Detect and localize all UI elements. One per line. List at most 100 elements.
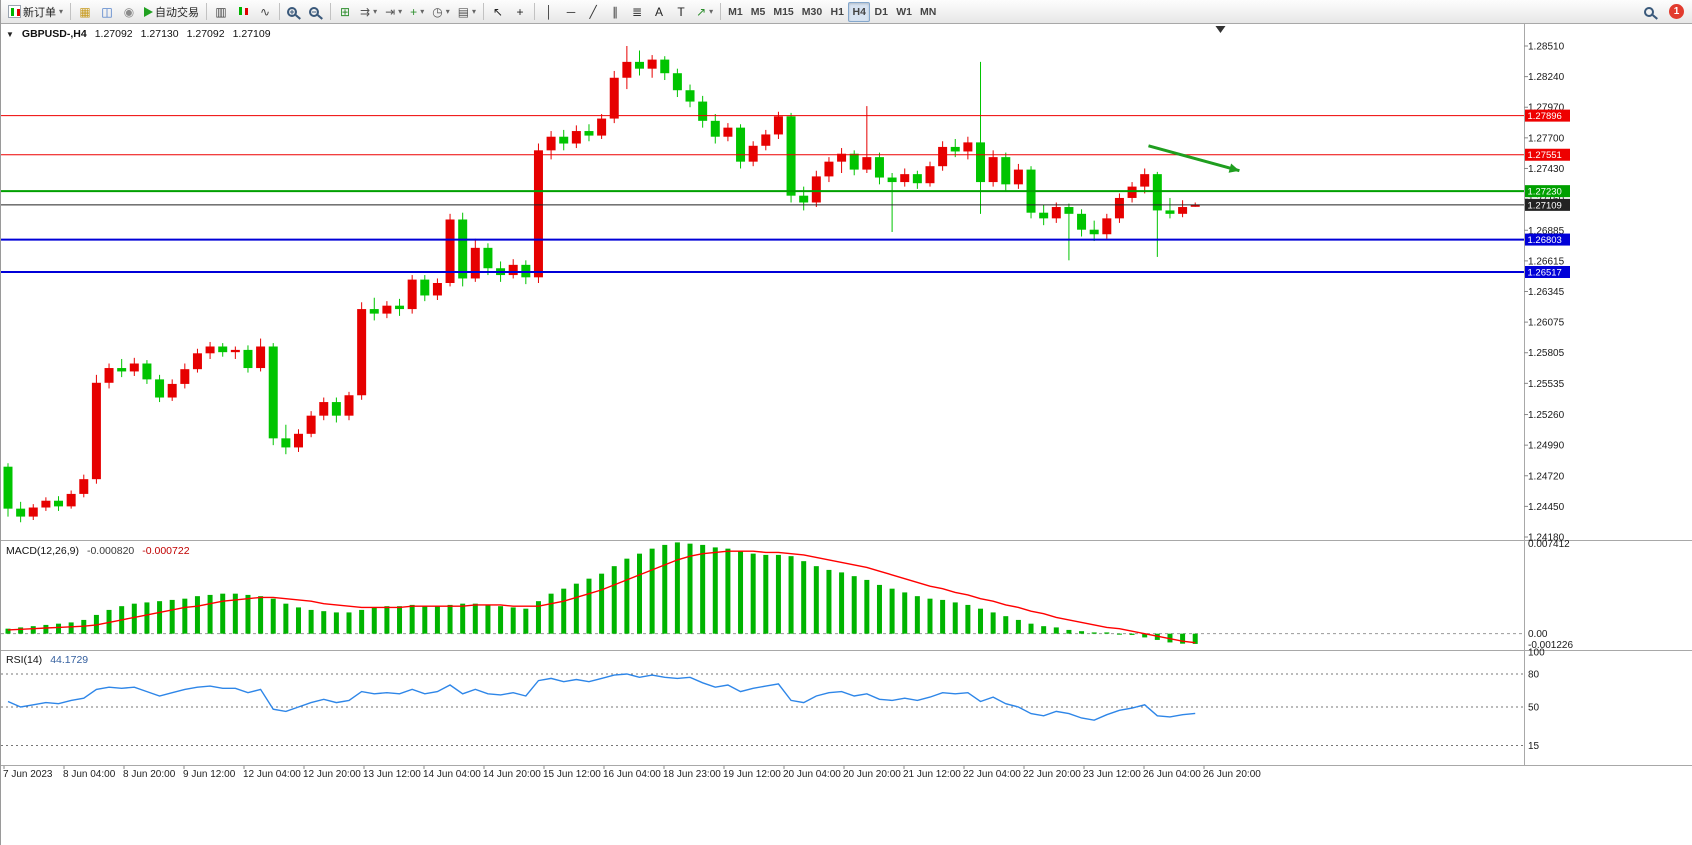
crosshair-button[interactable]: + (509, 2, 531, 22)
svg-text:1.24990: 1.24990 (1528, 441, 1565, 452)
fibonacci-icon: ≣ (632, 4, 643, 19)
dropdown-arrow-icon[interactable]: ▾ (445, 7, 450, 16)
cursor-icon: ↖ (493, 4, 504, 19)
timeframe-h4-button[interactable]: H4 (848, 1, 871, 22)
svg-text:1.27109: 1.27109 (1528, 200, 1562, 211)
timeframe-m15-button[interactable]: M15 (773, 5, 794, 18)
indicators-button[interactable]: + ▾ (406, 2, 428, 22)
chart-shift-marker[interactable] (1215, 26, 1226, 33)
time-label: 23 Jun 12:00 (1083, 769, 1141, 780)
svg-text:1.27700: 1.27700 (1528, 133, 1565, 144)
timeframe-w1-button[interactable]: W1 (896, 5, 912, 18)
dropdown-arrow-icon[interactable]: ▾ (398, 7, 403, 16)
svg-text:1.26075: 1.26075 (1528, 318, 1565, 329)
timeframe-mn-button[interactable]: MN (919, 5, 937, 18)
market-watch-button[interactable]: ◫ (96, 2, 118, 22)
svg-text:1.27896: 1.27896 (1528, 111, 1562, 122)
svg-text:1.28510: 1.28510 (1528, 42, 1565, 53)
dropdown-arrow-icon[interactable]: ▾ (472, 7, 477, 16)
time-label: 8 Jun 20:00 (123, 769, 176, 780)
dropdown-arrow-icon[interactable]: ▾ (709, 7, 714, 16)
macd-label: MACD(12,26,9) -0.000820 -0.000722 (6, 545, 190, 557)
chart-shift-button[interactable]: ⇥ ▾ (381, 2, 406, 22)
timeframe-m1-button[interactable]: M1 (728, 5, 743, 18)
chart-shift-icon: ⇥ (385, 4, 396, 19)
cursor-button[interactable]: ↖ (487, 2, 509, 22)
chart-canvas[interactable]: 1.28510 1.28240 1.27970 1.27700 1.27430 1.271… (1, 24, 1692, 845)
line-chart-button[interactable]: ∿ (254, 2, 276, 22)
svg-text:1.27230: 1.27230 (1528, 187, 1562, 198)
time-label: 12 Jun 20:00 (303, 769, 361, 780)
toolbar-separator (534, 3, 536, 20)
price-tag (1525, 265, 1570, 278)
rsi-level-lines (1, 673, 1524, 746)
line-chart-icon: ∿ (259, 4, 271, 19)
horizontal-line-icon: ─ (566, 4, 576, 19)
time-label: 20 Jun 04:00 (783, 769, 841, 780)
ohlc-low: 1.27092 (186, 28, 225, 40)
time-label: 7 Jun 2023 (3, 769, 53, 780)
timeframe-d1-button[interactable]: D1 (874, 5, 888, 18)
zoom-in-button[interactable]: + (283, 2, 305, 22)
search-button[interactable] (1640, 2, 1662, 22)
periods-button[interactable]: ◷ ▾ (428, 2, 454, 22)
svg-text:15: 15 (1528, 741, 1540, 752)
symbol-title: GBPUSD-,H4 (21, 28, 87, 40)
timeframe-m30-button[interactable]: M30 (801, 5, 823, 18)
dropdown-arrow-icon[interactable]: ▾ (373, 7, 378, 16)
macd-axis: 0.007412 0.00-0.001226 (1528, 539, 1573, 651)
time-label: 9 Jun 12:00 (183, 769, 236, 780)
svg-text:1.24720: 1.24720 (1528, 471, 1565, 482)
time-label: 18 Jun 23:00 (663, 769, 721, 780)
svg-text:1.26803: 1.26803 (1528, 235, 1562, 246)
time-label: 8 Jun 04:00 (63, 769, 116, 780)
notification-badge[interactable]: 1 (1669, 4, 1684, 19)
trendline-icon: ╱ (589, 4, 597, 19)
dropdown-arrow-icon[interactable]: ▾ (59, 7, 64, 16)
dropdown-arrow-icon[interactable]: ▾ (420, 7, 425, 16)
arrows-button[interactable]: ↗ ▾ (692, 2, 717, 22)
rsi-label: RSI(14) 44.1729 (6, 654, 88, 666)
bar-chart-button[interactable]: ▥ (210, 2, 232, 22)
new-order-button-label: 新订单 (23, 6, 56, 19)
text-button[interactable]: A (648, 2, 670, 22)
community-icon: ◉ (123, 4, 135, 19)
bar-chart-icon: ▥ (215, 4, 227, 19)
toolbar-separator (206, 3, 208, 20)
vertical-line-icon: │ (545, 4, 553, 19)
svg-text:1.26517: 1.26517 (1528, 267, 1562, 278)
svg-text:1.28240: 1.28240 (1528, 72, 1565, 83)
svg-text:80: 80 (1528, 670, 1540, 681)
horizontal-line-button[interactable]: ─ (560, 2, 582, 22)
timeframe-h1-button[interactable]: H1 (830, 5, 844, 18)
community-button[interactable]: ◉ (118, 2, 140, 22)
candlestick-chart-button[interactable] (232, 2, 254, 22)
svg-text:0.007412: 0.007412 (1528, 539, 1570, 550)
trendline-button[interactable]: ╱ (582, 2, 604, 22)
svg-text:50: 50 (1528, 703, 1540, 714)
auto-scroll-icon: ⇉ (360, 4, 371, 19)
auto-scroll-button[interactable]: ⇉ ▾ (356, 2, 381, 22)
charts-button[interactable]: ▦ (74, 2, 96, 22)
vertical-line-button[interactable]: │ (538, 2, 560, 22)
tile-windows-button[interactable]: ⊞ (334, 2, 356, 22)
channel-button[interactable]: ∥ (604, 2, 626, 22)
svg-text:1.24450: 1.24450 (1528, 502, 1565, 513)
zoom-out-button[interactable]: − (305, 2, 327, 22)
new-order-button[interactable]: 新订单 ▾ (4, 2, 67, 22)
candlestick-series (3, 46, 1200, 523)
text-label-button[interactable]: T (670, 2, 692, 22)
toolbar-separator (70, 3, 72, 20)
timeframe-m5-button[interactable]: M5 (750, 5, 766, 18)
trend-arrow-annotation[interactable] (1148, 144, 1240, 173)
channel-icon: ∥ (612, 4, 619, 19)
svg-text:1.27551: 1.27551 (1528, 150, 1562, 161)
macd-signal-line (7, 550, 1196, 644)
autotrading-button[interactable]: 自动交易 (140, 2, 203, 22)
fibonacci-button[interactable]: ≣ (626, 2, 648, 22)
collapse-panel-icon[interactable]: ▼ (6, 29, 14, 39)
templates-button[interactable]: ▤ ▾ (454, 2, 480, 22)
price-tag (1525, 233, 1570, 246)
price-tag (1525, 185, 1570, 198)
